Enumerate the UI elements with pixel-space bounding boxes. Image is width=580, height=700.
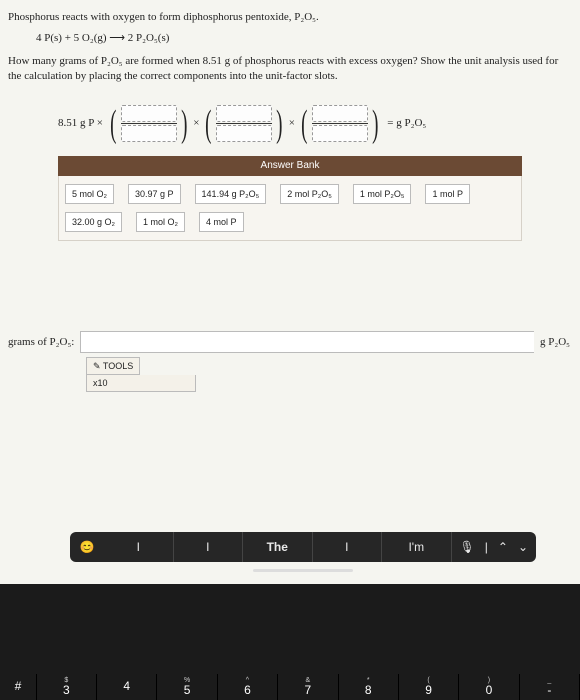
fraction-slot-1[interactable]: [121, 105, 177, 142]
answer-bank-tile[interactable]: 4 mol P: [199, 212, 244, 232]
paren-open-2: (: [206, 106, 212, 142]
mic-icon[interactable]: 🎙: [460, 540, 475, 554]
denominator-slot-3[interactable]: [312, 125, 368, 142]
intro-text: Phosphorus reacts with oxygen to form di…: [8, 10, 572, 25]
frac-line-3: [312, 123, 368, 124]
keyboard-key[interactable]: (9: [399, 674, 459, 700]
numerator-slot-3[interactable]: [312, 105, 368, 122]
paren-close-2: ): [276, 106, 282, 142]
keyboard-key[interactable]: )0: [459, 674, 519, 700]
frac-line-2: [216, 123, 272, 124]
keyboard-number-row: #$34%5^6&7*8(9)0_-: [0, 674, 580, 700]
keyboard-suggestion[interactable]: I: [173, 532, 243, 562]
keyboard-key[interactable]: #: [0, 674, 37, 700]
times-2: ×: [289, 116, 295, 131]
answer-bank-tile[interactable]: 32.00 g O₂: [65, 212, 122, 232]
prefix-text: 8.51 g P ×: [58, 116, 103, 131]
answer-bank-tile[interactable]: 1 mol O₂: [136, 212, 185, 232]
keyboard-suggestion[interactable]: I: [312, 532, 382, 562]
chevron-down-icon[interactable]: ⌄: [518, 540, 528, 554]
suggestion-list: IITheII'm: [104, 532, 451, 562]
paren-open-3: (: [301, 106, 307, 142]
keyboard-key[interactable]: $3: [37, 674, 97, 700]
question-text: How many grams of P₂O₅ are formed when 8…: [8, 54, 572, 84]
equation-text: 4 P(s) + 5 O₂(g) ⟶ 2 P₂O₅(s): [36, 31, 572, 46]
separator-icon: |: [485, 540, 488, 554]
denominator-slot-1[interactable]: [121, 125, 177, 142]
suffix-text: = g P₂O₅: [387, 116, 426, 131]
answer-row: grams of P₂O₅: g P₂O₅: [8, 331, 572, 353]
frac-line-1: [121, 123, 177, 124]
answer-bank-tile[interactable]: 5 mol O₂: [65, 184, 114, 204]
tools-button[interactable]: ✎ TOOLS: [86, 357, 140, 375]
paren-close-1: ): [181, 106, 187, 142]
keyboard-key[interactable]: 4: [97, 674, 157, 700]
keyboard-suggestion[interactable]: I'm: [381, 532, 451, 562]
answer-unit: g P₂O₅: [540, 335, 570, 350]
paren-open-1: (: [110, 106, 116, 142]
x10-button[interactable]: x10: [86, 375, 196, 392]
tools-area: ✎ TOOLS x10: [86, 357, 572, 392]
answer-bank-tile[interactable]: 30.97 g P: [128, 184, 181, 204]
keyboard-key[interactable]: &7: [278, 674, 338, 700]
keyboard-handle[interactable]: [253, 569, 353, 572]
kb-right-tools: 🎙 | ⌃ ⌄: [451, 532, 536, 562]
unit-factor-row: 8.51 g P × ( ) × ( ) × ( ) = g P₂O₅: [58, 105, 572, 142]
answer-bank-body: 5 mol O₂ 30.97 g P 141.94 g P₂O₅ 2 mol P₂O₅…: [58, 176, 522, 241]
emoji-icon[interactable]: 😊: [70, 540, 104, 554]
keyboard-suggestion[interactable]: I: [104, 532, 173, 562]
chevron-up-icon[interactable]: ⌃: [498, 540, 508, 554]
keyboard-key[interactable]: %5: [157, 674, 217, 700]
keyboard-suggestion-bar: 😊 IITheII'm 🎙 | ⌃ ⌄: [70, 532, 536, 562]
fraction-slot-3[interactable]: [312, 105, 368, 142]
page: Phosphorus reacts with oxygen to form di…: [0, 0, 580, 392]
numerator-slot-2[interactable]: [216, 105, 272, 122]
answer-bank-tile[interactable]: 141.94 g P₂O₅: [195, 184, 267, 204]
denominator-slot-2[interactable]: [216, 125, 272, 142]
numerator-slot-1[interactable]: [121, 105, 177, 122]
answer-bank-tile[interactable]: 1 mol P: [425, 184, 470, 204]
fraction-slot-2[interactable]: [216, 105, 272, 142]
answer-bank-tile[interactable]: 2 mol P₂O₅: [280, 184, 339, 204]
paren-close-3: ): [372, 106, 378, 142]
keyboard-key[interactable]: *8: [339, 674, 399, 700]
times-1: ×: [193, 116, 199, 131]
keyboard-suggestion[interactable]: The: [242, 532, 312, 562]
keyboard-key[interactable]: _-: [520, 674, 580, 700]
answer-bank-header: Answer Bank: [58, 156, 522, 176]
keyboard-key[interactable]: ^6: [218, 674, 278, 700]
answer-input[interactable]: [80, 331, 534, 353]
dark-area: #$34%5^6&7*8(9)0_-: [0, 584, 580, 700]
answer-bank-tile[interactable]: 1 mol P₂O₅: [353, 184, 412, 204]
answer-bank: Answer Bank 5 mol O₂ 30.97 g P 141.94 g P₂…: [58, 156, 522, 241]
answer-label: grams of P₂O₅:: [8, 335, 74, 350]
